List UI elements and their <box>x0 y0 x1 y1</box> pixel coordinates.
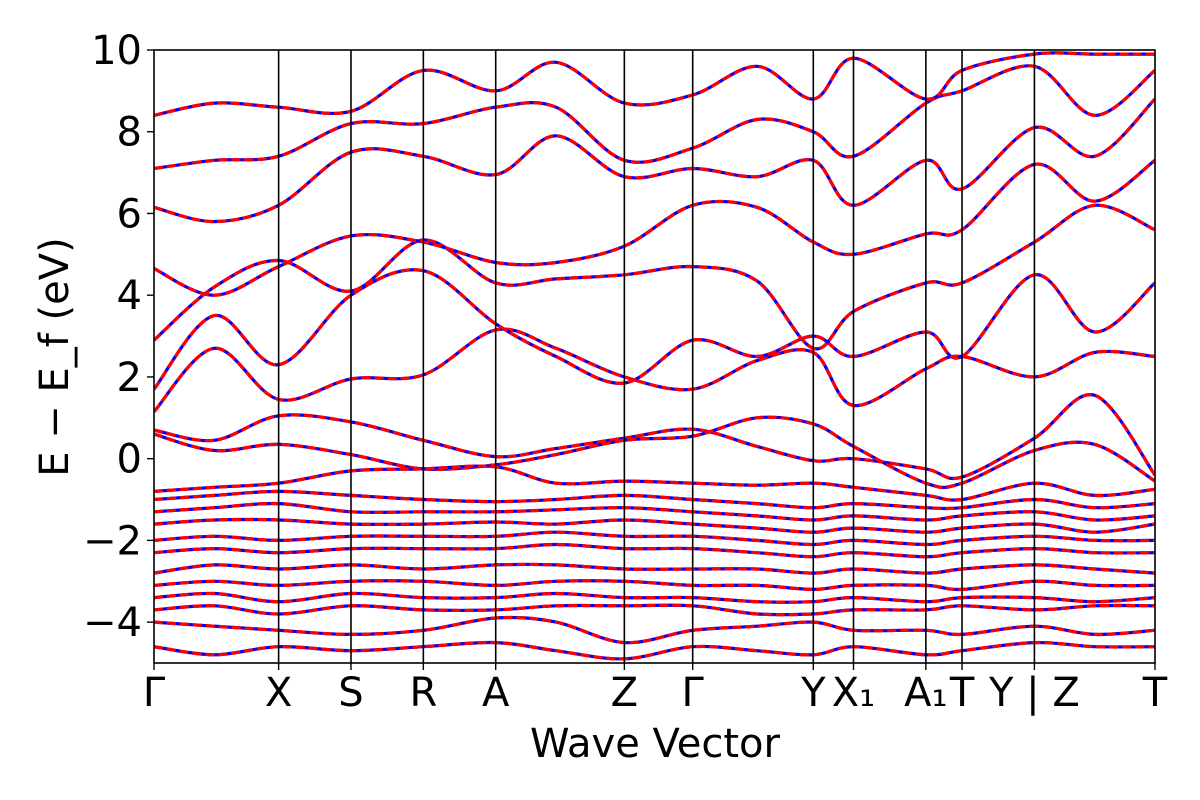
band-7-reference-line <box>154 64 1155 171</box>
y-tick-label: −2 <box>83 518 142 564</box>
plot-frame <box>153 49 1156 664</box>
band-7-comparison-line <box>154 64 1155 171</box>
y-tick-label: 2 <box>117 355 142 401</box>
band-6-reference-line <box>154 97 1155 224</box>
y-axis-label: E − E_f (eV) <box>32 237 78 476</box>
bands-layer <box>154 51 1155 661</box>
band-13-comparison-line <box>154 530 1155 547</box>
x-tick-label: T <box>949 670 975 716</box>
band-3-comparison-line <box>154 268 1155 391</box>
band-20-comparison-line <box>154 640 1155 661</box>
band-1-reference-line <box>154 415 1155 490</box>
x-tick-label: A <box>482 670 510 716</box>
band-17-comparison-line <box>154 591 1155 604</box>
x-tick-label: R <box>409 670 437 716</box>
x-tick-label: Γ <box>143 670 166 716</box>
y-tick-label: 10 <box>91 28 142 74</box>
x-tick-label: Y | Z <box>988 670 1080 716</box>
y-tick-label: 4 <box>117 273 142 319</box>
band-18-comparison-line <box>154 603 1155 617</box>
x-axis-label: Wave Vector <box>530 721 781 767</box>
band-14-comparison-line <box>154 542 1155 559</box>
y-tick-label: −4 <box>83 600 142 646</box>
band-8-reference-line <box>154 51 1155 117</box>
band-0-reference-line <box>154 393 1155 480</box>
band-15-comparison-line <box>154 562 1155 575</box>
x-tick-label: X₁ <box>832 670 875 716</box>
band-9-reference-line <box>154 464 1155 502</box>
band-1-comparison-line <box>154 415 1155 490</box>
band-0-comparison-line <box>154 393 1155 480</box>
band-8-comparison-line <box>154 51 1155 117</box>
band-2-comparison-line <box>154 327 1155 413</box>
band-12-comparison-line <box>154 517 1155 534</box>
x-tick-label: Y <box>800 670 826 716</box>
y-tick-label: 8 <box>117 110 142 156</box>
x-tick-label: S <box>338 670 363 716</box>
band-5-reference-line <box>154 158 1155 297</box>
y-tick-label: 6 <box>117 191 142 237</box>
band-19-comparison-line <box>154 615 1155 645</box>
x-tick-label: A₁ <box>904 670 947 716</box>
band-20-reference-line <box>154 640 1155 661</box>
y-axis: 10 8 6 4 2 0 −2 −4 <box>83 28 154 646</box>
y-tick-label: 0 <box>117 437 142 483</box>
band-16-comparison-line <box>154 579 1155 592</box>
x-tick-label: Γ <box>682 670 705 716</box>
x-tick-label: T <box>1142 670 1168 716</box>
band-10-comparison-line <box>154 489 1155 511</box>
band-11-comparison-line <box>154 501 1155 522</box>
x-tick-label: Z <box>611 670 638 716</box>
x-tick-label: X <box>265 670 292 716</box>
high-symmetry-lines <box>277 50 1036 663</box>
band-9-comparison-line <box>154 464 1155 502</box>
